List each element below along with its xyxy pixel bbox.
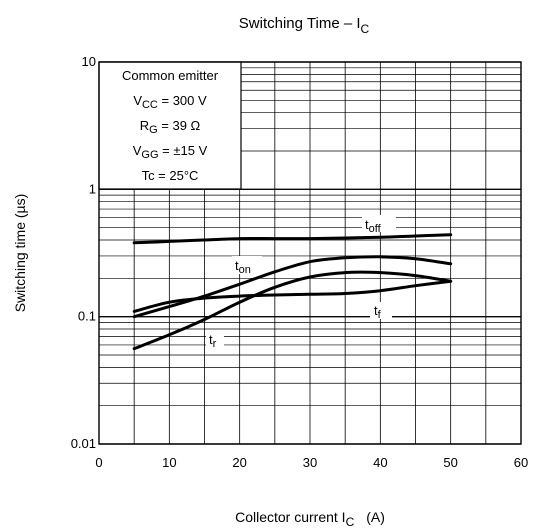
series-line-toff <box>132 233 453 245</box>
y-tick-label: 1 <box>89 181 96 196</box>
series-line-tf <box>132 279 453 313</box>
label-tf: tf <box>374 303 382 321</box>
tick-labels: 0 10 20 30 40 50 60 0.01 0.1 1 10 <box>71 54 529 470</box>
label-ton: ton <box>235 258 251 276</box>
y-tick-label: 10 <box>82 54 96 69</box>
x-tick-label: 60 <box>514 455 528 470</box>
x-tick-label: 10 <box>162 455 176 470</box>
label-tr: tr <box>209 332 217 350</box>
conditions-line-5: Tc = 25°C <box>142 168 199 183</box>
conditions-line-3: RG = 39 Ω <box>140 118 201 136</box>
plot-frame <box>98 61 522 445</box>
label-bg-toff <box>362 215 396 232</box>
chart-title: Switching Time – IC <box>239 15 370 36</box>
label-bg-ton <box>232 256 262 274</box>
label-bg-tr <box>206 331 224 349</box>
x-tick-label: 20 <box>232 455 246 470</box>
y-tick-label: 0.01 <box>71 436 96 451</box>
label-toff: toff <box>365 217 382 235</box>
x-tick-label: 0 <box>95 455 102 470</box>
label-bg-tf <box>370 302 392 319</box>
y-axis-label: Switching time (µs) <box>12 194 28 313</box>
curve-labels: toff ton tf tr <box>206 215 396 350</box>
series-line-tr <box>132 270 453 351</box>
x-axis-label: Collector current IC (A) <box>235 509 385 529</box>
conditions-line-4: VGG = ±15 V <box>133 143 208 161</box>
x-tick-label: 50 <box>443 455 457 470</box>
y-tick-label: 0.1 <box>78 309 96 324</box>
x-tick-label: 30 <box>303 455 317 470</box>
conditions-box: Common emitter VCC = 300 V RG = 39 Ω VGG… <box>98 61 242 190</box>
conditions-line-2: VCC = 300 V <box>133 93 207 111</box>
conditions-line-1: Common emitter <box>122 68 219 83</box>
x-tick-label: 40 <box>373 455 387 470</box>
series-line-ton <box>132 255 453 319</box>
curves <box>132 233 453 351</box>
